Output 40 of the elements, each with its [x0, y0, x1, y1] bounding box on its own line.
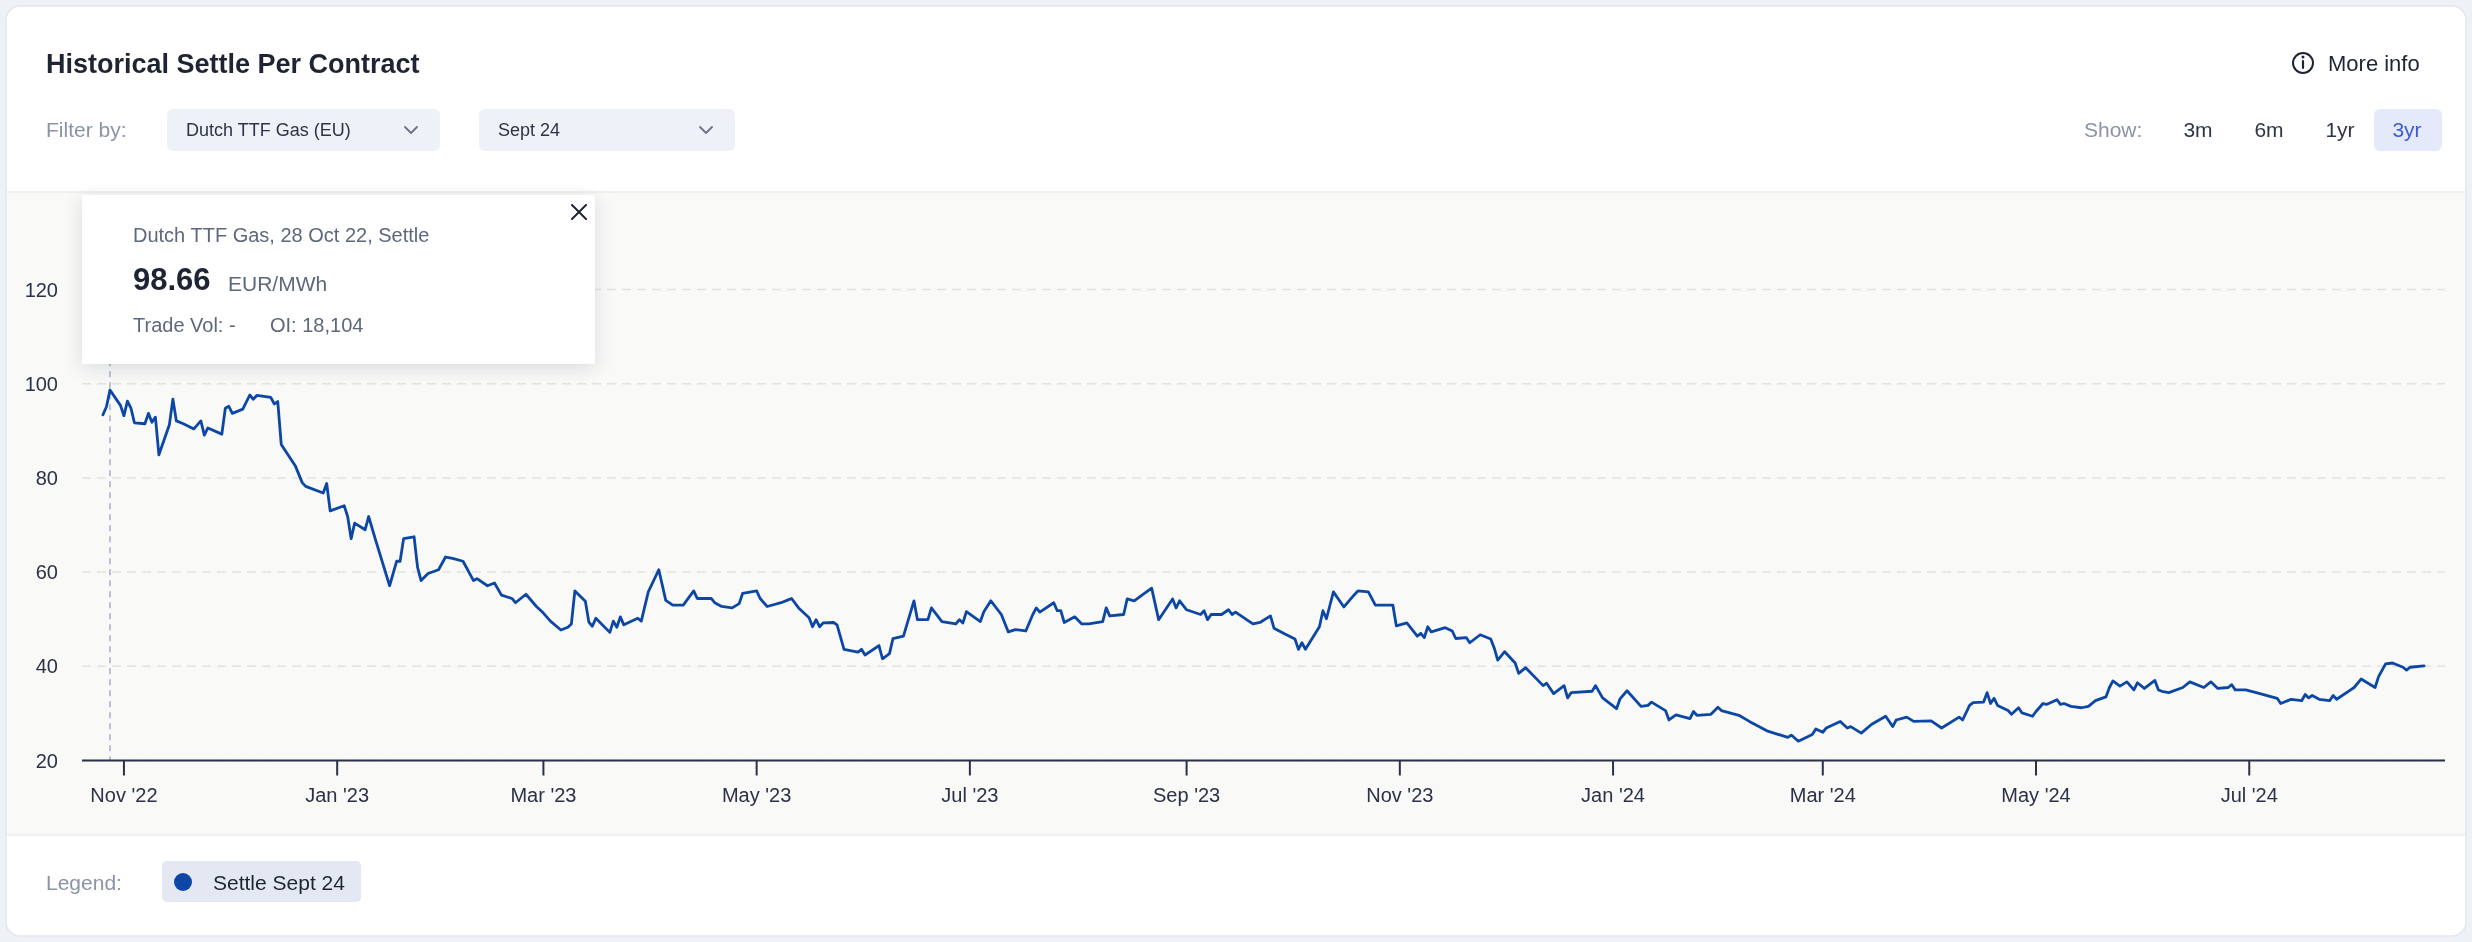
x-tick-label: Nov '23 [1366, 783, 1434, 806]
x-tick-label: Mar '23 [510, 783, 577, 806]
x-tick-label: Jul '24 [2220, 783, 2278, 806]
x-tick-label: Jan '24 [1581, 783, 1645, 806]
x-tick-label: May '23 [721, 783, 792, 806]
y-tick-label: 40 [35, 655, 58, 678]
annotation: Trade Vol: - [133, 313, 236, 336]
y-tick-label: 120 [24, 278, 58, 301]
text: More info [2328, 51, 2420, 76]
chart-title: Historical Settle Per Contract [46, 49, 420, 79]
text: 6m [2254, 118, 2284, 141]
dropdown-field[interactable] [479, 109, 735, 151]
text: Show: [2084, 118, 2143, 141]
y-tick-label: 100 [24, 372, 58, 395]
dropdown-field[interactable] [167, 109, 440, 151]
close-icon[interactable] [571, 204, 587, 220]
x-tick-label: Jul '23 [941, 783, 999, 806]
legend-title: Legend: [46, 870, 122, 894]
y-tick-label: 80 [35, 466, 58, 489]
x-tick-label: Jan '23 [305, 783, 370, 806]
x-tick-label: May '24 [2001, 783, 2071, 806]
line-series [101, 388, 2426, 743]
x-tick-label: Sep '23 [1152, 783, 1221, 806]
text: Sept 24 [498, 120, 561, 140]
text: 1yr [2325, 118, 2355, 141]
y-tick-label: 20 [35, 749, 58, 772]
info-icon[interactable] [2292, 52, 2314, 74]
y-tick-label: 60 [35, 561, 58, 584]
selected-button[interactable] [2374, 109, 2442, 151]
annotation: 98.66 [133, 262, 211, 298]
annotation: OI: 18,104 [270, 313, 364, 336]
text: 3yr [2392, 118, 2422, 141]
annotation: EUR/MWh [228, 271, 328, 295]
x-tick-label: Mar '24 [1789, 783, 1856, 806]
text: 3m [2183, 118, 2213, 141]
x-tick-label: Nov '22 [90, 783, 158, 806]
legend-label: Settle Sept 24 [213, 870, 346, 894]
annotation: Dutch TTF Gas, 28 Oct 22, Settle [133, 223, 430, 246]
text: Filter by: [46, 118, 127, 141]
text: Dutch TTF Gas (EU) [186, 120, 351, 140]
